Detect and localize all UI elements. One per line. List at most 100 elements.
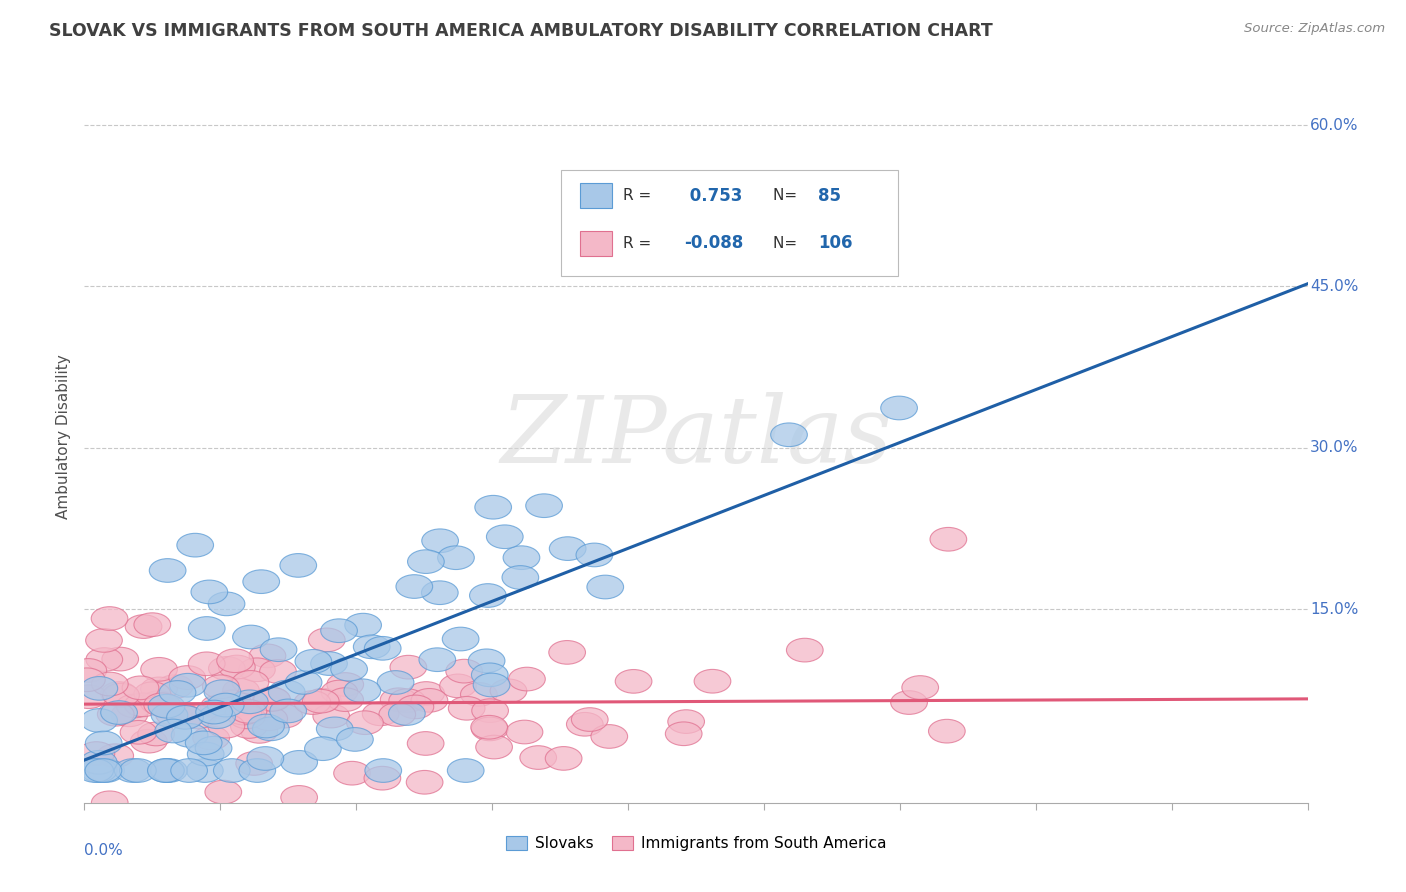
Ellipse shape [186,731,222,755]
Ellipse shape [243,570,280,593]
Ellipse shape [191,580,228,604]
Ellipse shape [79,741,115,765]
Ellipse shape [311,652,347,675]
Ellipse shape [198,705,235,729]
Ellipse shape [316,717,353,740]
Ellipse shape [177,533,214,557]
Text: 0.753: 0.753 [683,186,742,204]
Ellipse shape [591,724,627,748]
Ellipse shape [546,747,582,770]
Text: 30.0%: 30.0% [1310,441,1358,455]
Ellipse shape [249,644,285,668]
Y-axis label: Ambulatory Disability: Ambulatory Disability [56,355,72,519]
Ellipse shape [901,675,939,699]
Ellipse shape [308,628,344,652]
Ellipse shape [446,659,482,683]
Ellipse shape [97,702,134,726]
Ellipse shape [80,750,117,774]
Text: 45.0%: 45.0% [1310,279,1358,294]
Ellipse shape [253,717,290,740]
Ellipse shape [928,719,965,743]
Ellipse shape [180,705,217,729]
Ellipse shape [422,581,458,605]
Ellipse shape [205,780,242,804]
Ellipse shape [193,726,229,750]
Ellipse shape [101,681,138,706]
Ellipse shape [156,675,193,698]
Ellipse shape [91,791,128,814]
Text: 60.0%: 60.0% [1310,118,1358,133]
Ellipse shape [120,759,156,782]
Ellipse shape [419,648,456,672]
Ellipse shape [380,688,418,712]
Ellipse shape [280,554,316,577]
Ellipse shape [396,574,433,599]
Ellipse shape [217,648,253,673]
Ellipse shape [97,744,134,767]
Ellipse shape [491,679,527,703]
Ellipse shape [363,702,399,726]
Ellipse shape [202,675,239,698]
Ellipse shape [131,730,167,753]
Ellipse shape [250,706,288,731]
Ellipse shape [550,537,586,560]
Ellipse shape [169,665,205,690]
Ellipse shape [665,722,702,746]
Ellipse shape [378,703,416,726]
Ellipse shape [260,660,297,683]
Ellipse shape [80,708,118,732]
Ellipse shape [786,639,823,662]
Ellipse shape [208,693,245,717]
Ellipse shape [138,723,174,746]
Ellipse shape [69,668,105,691]
Ellipse shape [461,682,498,706]
Ellipse shape [526,494,562,517]
Ellipse shape [411,689,447,712]
Ellipse shape [229,705,266,729]
Ellipse shape [103,683,139,707]
Text: N=: N= [773,235,801,251]
Ellipse shape [231,714,267,739]
Ellipse shape [486,524,523,549]
Ellipse shape [149,558,186,582]
FancyBboxPatch shape [579,231,612,256]
Ellipse shape [269,681,305,704]
Ellipse shape [449,697,485,720]
Ellipse shape [571,707,609,731]
Ellipse shape [208,714,245,738]
Ellipse shape [114,759,150,782]
Ellipse shape [208,592,245,615]
Ellipse shape [695,669,731,693]
Ellipse shape [502,566,538,590]
Ellipse shape [91,607,128,631]
Ellipse shape [336,728,373,751]
Ellipse shape [509,667,546,691]
Ellipse shape [377,671,413,694]
Ellipse shape [159,681,195,705]
Ellipse shape [188,652,225,675]
Ellipse shape [266,705,302,728]
FancyBboxPatch shape [579,183,612,208]
Ellipse shape [437,546,474,569]
Ellipse shape [305,737,342,761]
Ellipse shape [86,648,122,672]
Ellipse shape [668,710,704,733]
Text: R =: R = [623,235,655,251]
Text: 106: 106 [818,235,853,252]
Ellipse shape [314,704,350,728]
Ellipse shape [231,699,267,723]
Ellipse shape [396,695,433,719]
Ellipse shape [187,759,224,782]
Ellipse shape [148,694,184,718]
Ellipse shape [91,673,128,696]
Ellipse shape [240,720,277,743]
Ellipse shape [408,549,444,574]
Ellipse shape [295,649,332,673]
Ellipse shape [468,649,505,673]
Ellipse shape [195,700,232,724]
Ellipse shape [150,759,187,782]
Ellipse shape [201,695,238,719]
Ellipse shape [124,693,162,716]
Text: Source: ZipAtlas.com: Source: ZipAtlas.com [1244,22,1385,36]
FancyBboxPatch shape [561,170,898,277]
